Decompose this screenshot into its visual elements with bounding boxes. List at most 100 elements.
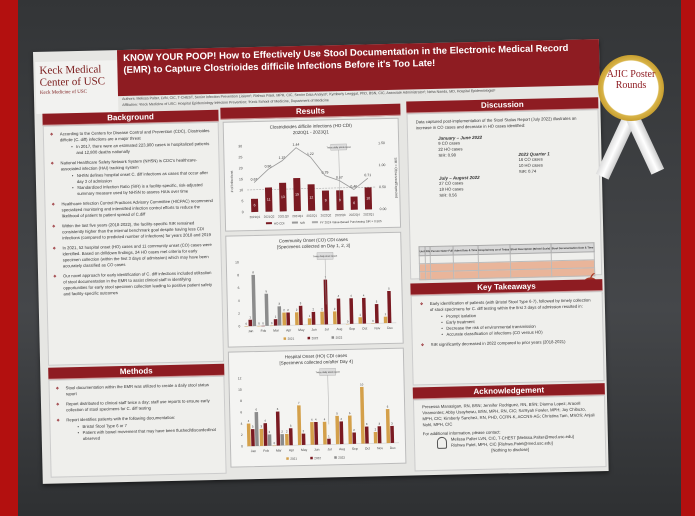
y2-tick-label: 0.00 — [380, 207, 387, 211]
bar-value-label: 4 — [338, 294, 340, 298]
y-tick-label: 25 — [238, 155, 242, 159]
bar-2022 — [336, 298, 341, 325]
bar-2022 — [248, 319, 253, 327]
bar-value-label: 6 — [353, 201, 355, 205]
bar-2022 — [311, 311, 316, 325]
bar-value-label: 1 — [275, 315, 277, 319]
bar-value-label: 11 — [267, 198, 271, 202]
bar-value-label: 1 — [309, 314, 311, 318]
acknowledgement-panel: Precessa Manasigan, RN, BSN; Jennifer Ro… — [412, 395, 607, 472]
bar-value-label: 2 — [375, 427, 377, 431]
takeaways-list: Early identification of patients (with B… — [420, 297, 595, 348]
bar-value-label: 6 — [254, 203, 256, 207]
x-tick-label: Mar — [273, 328, 280, 332]
x-tick-label: Feb — [260, 329, 266, 333]
usc-seal-icon — [436, 436, 448, 449]
bar-2022 — [301, 433, 306, 445]
x-tick-label: Aug — [336, 327, 342, 331]
bar-value-label: 5 — [336, 411, 338, 415]
stool-report-table: Unit FIN Person Name Full Admit Date & Time… — [419, 242, 596, 280]
bar-2022 — [288, 428, 293, 446]
bar-value-label: 10 — [360, 382, 364, 386]
bar-value-label: 3 — [391, 421, 393, 425]
bar-value-label: 1 — [359, 313, 361, 317]
bar-value-label: 0 — [274, 441, 276, 445]
chart-ho-cdi-monthly: Hospital Onset (HO) CDI cases [Specimens… — [227, 347, 407, 468]
sir-value-label: 0.46 — [350, 184, 357, 188]
bar-value-label: 10 — [366, 196, 370, 200]
bar-value-label: 2 — [283, 308, 285, 312]
legend-swatch — [291, 221, 298, 224]
bar-value-label: 2 — [286, 429, 288, 433]
legend-swatch — [307, 336, 311, 340]
y-tick-label: 2 — [238, 312, 240, 316]
y-tick-label: 6 — [240, 410, 242, 414]
x-tick-label: Aug — [339, 447, 345, 451]
bar-value-label: 4 — [311, 418, 313, 422]
x-tick-label: 2022Q2 — [321, 213, 332, 217]
bar-2021 — [282, 312, 287, 326]
bar-value-label: 6 — [255, 407, 257, 411]
bar-value-label: 0 — [245, 322, 247, 326]
logo: Keck Medical Center of USC Keck Medicine… — [35, 60, 119, 114]
bar-2021 — [360, 386, 365, 444]
background-list: According to the Centers for Disease Con… — [50, 128, 216, 298]
bar-ho-cdi — [264, 187, 273, 212]
bullet-item: Healthcare Infection Control Practices A… — [51, 198, 213, 220]
sub-bullet: In 2017, there were an estimated 223,900… — [76, 141, 212, 156]
bar-2021 — [307, 318, 312, 325]
bar-2022 — [327, 438, 331, 445]
bar-value-label: 2 — [287, 308, 289, 312]
x-tick-label: 2022Q1 — [306, 214, 317, 218]
sub-bullet: Patient with bowel movement that may hav… — [83, 427, 219, 442]
bar-2023 — [267, 434, 272, 446]
bar-2022 — [361, 297, 367, 324]
bar-value-label: 4 — [264, 419, 266, 423]
bar-value-label: 2 — [281, 430, 283, 434]
legend-swatch — [310, 456, 313, 460]
y-tick-label: 12 — [238, 376, 242, 380]
bar-ho-cdi — [307, 184, 316, 211]
x-tick-label: 2021Q1 — [250, 215, 261, 219]
y2-tick-label: 1.50 — [378, 141, 385, 145]
bar-2022 — [387, 290, 392, 324]
sir-value-label: 0.79 — [322, 171, 329, 175]
bar-value-label: 5 — [265, 289, 267, 293]
sir-value-label: 0.96 — [265, 164, 272, 168]
sir-value-label: 0.67 — [251, 177, 258, 181]
x-tick-label: Mar — [276, 448, 283, 452]
bar-value-label: 4 — [324, 417, 326, 421]
chart-co-cdi-monthly: Community Onset (CO) CDI cases [Specimen… — [225, 231, 404, 348]
bar-value-label: 0 — [258, 321, 260, 325]
legend-label: HO CDI — [274, 221, 285, 225]
x-tick-label: Nov — [374, 326, 380, 330]
bar-2021 — [383, 316, 388, 324]
bullet-item: In 2021, 52 hospital onset (HO) cases an… — [52, 242, 215, 270]
bar-value-label: 9 — [339, 198, 341, 202]
legend-swatch — [334, 456, 337, 459]
bar-value-label: 7 — [298, 401, 300, 405]
y-axis-label: # of Infections — [230, 170, 234, 192]
bar-2022 — [377, 426, 382, 444]
legend-label: 2023 — [336, 336, 343, 340]
y-tick-label: 10 — [238, 388, 242, 392]
y-tick-label: 20 — [239, 166, 243, 170]
x-tick-label: Oct — [362, 326, 367, 330]
period-2023-q1: 2023 Quarter 1 16 CO cases 10 HO cases SIR… — [518, 151, 550, 175]
bar-2021 — [373, 431, 378, 444]
bar-2023 — [251, 274, 257, 327]
x-tick-label: Apr — [286, 328, 292, 332]
y-tick-label: 0 — [241, 444, 243, 448]
bar-2021 — [358, 317, 363, 324]
annotation-label: Twice daily stool report — [326, 146, 351, 150]
sir-line — [253, 147, 369, 191]
y-tick-label: 10 — [239, 188, 243, 192]
bar-value-label: 3 — [378, 422, 380, 426]
bar-value-label: 2 — [296, 308, 298, 312]
bar-value-label: 4 — [315, 417, 317, 421]
bar-2021 — [246, 423, 251, 447]
x-tick-label: Dec — [387, 326, 393, 330]
y2-axis-label: SIR = Observed/Expected — [393, 157, 398, 198]
legend-label: SIR — [300, 221, 306, 225]
bar-value-label: 3 — [278, 302, 280, 306]
